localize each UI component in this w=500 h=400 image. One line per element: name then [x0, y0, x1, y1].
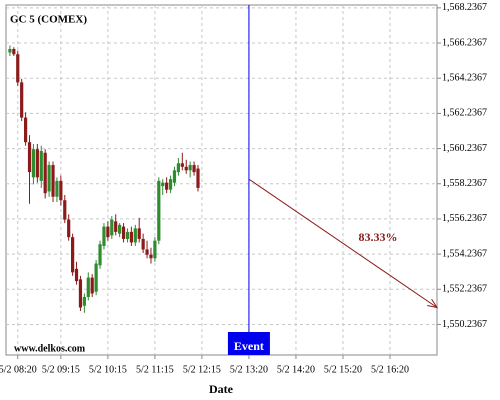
y-tick-label: 1,558.2367 [442, 178, 487, 189]
forecast-arrow [248, 178, 438, 308]
y-tick-label: 1,554.2367 [442, 248, 487, 259]
x-axis-label: Date [209, 382, 234, 396]
candle-body [161, 182, 165, 187]
candle-body [114, 221, 118, 232]
y-tick-label: 1,550.2367 [442, 319, 487, 330]
candle-body [67, 219, 71, 238]
candle-body [47, 165, 51, 192]
candle-body [82, 296, 86, 306]
candle-body [102, 226, 106, 246]
candle-body [78, 279, 83, 308]
y-tick-label: 1,564.2367 [442, 73, 487, 84]
x-tick-label: 5/2 13:20 [230, 364, 268, 375]
candle-body [129, 231, 133, 243]
candle-body [188, 165, 192, 171]
candle-body [133, 228, 137, 243]
forecast-label: 83.33% [358, 230, 397, 244]
x-tick-label: 5/2 14:20 [277, 364, 315, 375]
candle-body [20, 82, 24, 118]
candle-body [153, 240, 157, 259]
y-tick-label: 1,556.2367 [442, 213, 487, 224]
candle-body [31, 149, 36, 178]
x-tick-label: 5/2 08:20 [0, 364, 37, 375]
candle-body [184, 166, 188, 171]
watermark: www.delkos.com [14, 343, 86, 354]
y-tick-label: 1,566.2367 [442, 37, 487, 48]
candle-body [165, 182, 169, 190]
candle-body [63, 200, 67, 220]
candle-body [125, 231, 130, 239]
candle-body [94, 263, 98, 292]
plot-frame [5, 4, 438, 356]
arrow-head [427, 298, 439, 309]
candle-body [51, 165, 55, 197]
candle-body [55, 180, 59, 197]
y-tick-label: 1,552.2367 [442, 284, 487, 295]
x-tick-label: 5/2 12:15 [183, 364, 221, 375]
candle-body [192, 165, 196, 173]
candle-body [141, 238, 145, 250]
candle-body [23, 117, 28, 143]
chart-title: GC 5 (COMEX) [10, 14, 87, 26]
candle-body [157, 180, 161, 241]
candle-body [180, 163, 184, 167]
candle-body [98, 244, 102, 266]
y-tick-label: 1,568.2367 [442, 2, 487, 13]
candle-body [121, 226, 126, 239]
candle-body [12, 48, 16, 55]
candle-body [8, 48, 12, 53]
x-tick-label: 5/2 15:20 [324, 364, 362, 375]
candle-body [137, 228, 141, 239]
candle-body [196, 168, 200, 188]
y-tick-label: 1,560.2367 [442, 143, 487, 154]
event-box [227, 332, 270, 355]
candle-body [145, 249, 149, 255]
candle-body [110, 219, 114, 236]
candle-body [106, 226, 110, 238]
candle-body [39, 150, 43, 181]
candle-body [71, 237, 75, 273]
candle-body [74, 268, 79, 282]
candle-body [35, 149, 39, 178]
candle-body [16, 54, 20, 83]
candle-body [86, 277, 90, 297]
candle-body [118, 224, 122, 234]
candle-body [176, 163, 180, 173]
candle-body [168, 179, 173, 190]
event-label: Event [234, 339, 264, 353]
candle-body [27, 142, 32, 173]
candle-body [172, 170, 177, 183]
candle-body [43, 152, 47, 194]
x-tick-label: 5/2 16:20 [371, 364, 409, 375]
x-tick-label: 5/2 09:15 [42, 364, 80, 375]
y-tick-label: 1,562.2367 [442, 108, 487, 119]
candle-body [59, 180, 63, 201]
x-tick-label: 5/2 11:15 [136, 364, 174, 375]
candle-body [149, 254, 153, 259]
x-tick-label: 5/2 10:15 [89, 364, 127, 375]
candle-body [90, 277, 94, 294]
